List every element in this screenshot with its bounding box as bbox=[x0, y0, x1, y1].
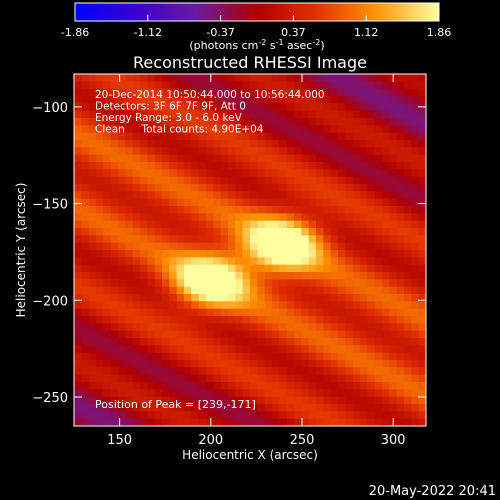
y-tick-label: −100 bbox=[32, 101, 68, 116]
x-tick-label: 150 bbox=[107, 433, 132, 448]
colorbar-gradient bbox=[74, 2, 440, 22]
colorbar-ticks: -1.86 -1.12 -0.37 0.37 1.12 1.86 bbox=[61, 15, 451, 39]
x-tick-label: 300 bbox=[381, 433, 406, 448]
colorbar-tick-label: 1.86 bbox=[427, 26, 452, 39]
y-tick-label: −200 bbox=[32, 294, 68, 309]
colorbar-tick-label: 1.12 bbox=[354, 26, 379, 39]
x-tick-label: 200 bbox=[198, 433, 223, 448]
colorbar-tick-label: 0.37 bbox=[281, 26, 306, 39]
annotation-line: Detectors: 3F 6F 7F 9F, Att 0 bbox=[95, 101, 246, 113]
annotation-line: Energy Range: 3.0 - 6.0 keV bbox=[95, 112, 243, 124]
y-axis-label: Heliocentric Y (arcsec) bbox=[14, 183, 28, 318]
peak-position-label: Position of Peak = [239,-171] bbox=[95, 398, 256, 411]
plot-frame bbox=[73, 73, 427, 427]
y-tick-label: −150 bbox=[32, 198, 68, 213]
colorbar-tick-label: -1.12 bbox=[134, 26, 162, 39]
axis-ticks: 150 200 250 300 −100 −150 −200 −250 bbox=[32, 74, 426, 448]
heatmap-image bbox=[74, 74, 426, 426]
colorbar-tick-label: -0.37 bbox=[206, 26, 234, 39]
x-tick-label: 250 bbox=[290, 433, 315, 448]
footer-timestamp: 20-May-2022 20:41 bbox=[369, 484, 496, 499]
chart-title: Reconstructed RHESSI Image bbox=[133, 53, 367, 72]
annotation-line: 20-Dec-2014 10:50:44.000 to 10:56:44.000 bbox=[95, 89, 325, 101]
annotation-line: Clean Total counts: 4.90E+04 bbox=[95, 124, 264, 136]
colorbar-units-label: (photons cm-2 s-1 asec-2) bbox=[189, 38, 324, 52]
x-axis-label: Heliocentric X (arcsec) bbox=[182, 448, 318, 462]
colorbar-tick-label: -1.86 bbox=[61, 26, 89, 39]
y-tick-label: −250 bbox=[32, 391, 68, 406]
colorbar: -1.86 -1.12 -0.37 0.37 1.12 1.86 (photons cm-… bbox=[61, 2, 451, 52]
annotation-block: 20-Dec-2014 10:50:44.000 to 10:56:44.000… bbox=[95, 89, 325, 136]
